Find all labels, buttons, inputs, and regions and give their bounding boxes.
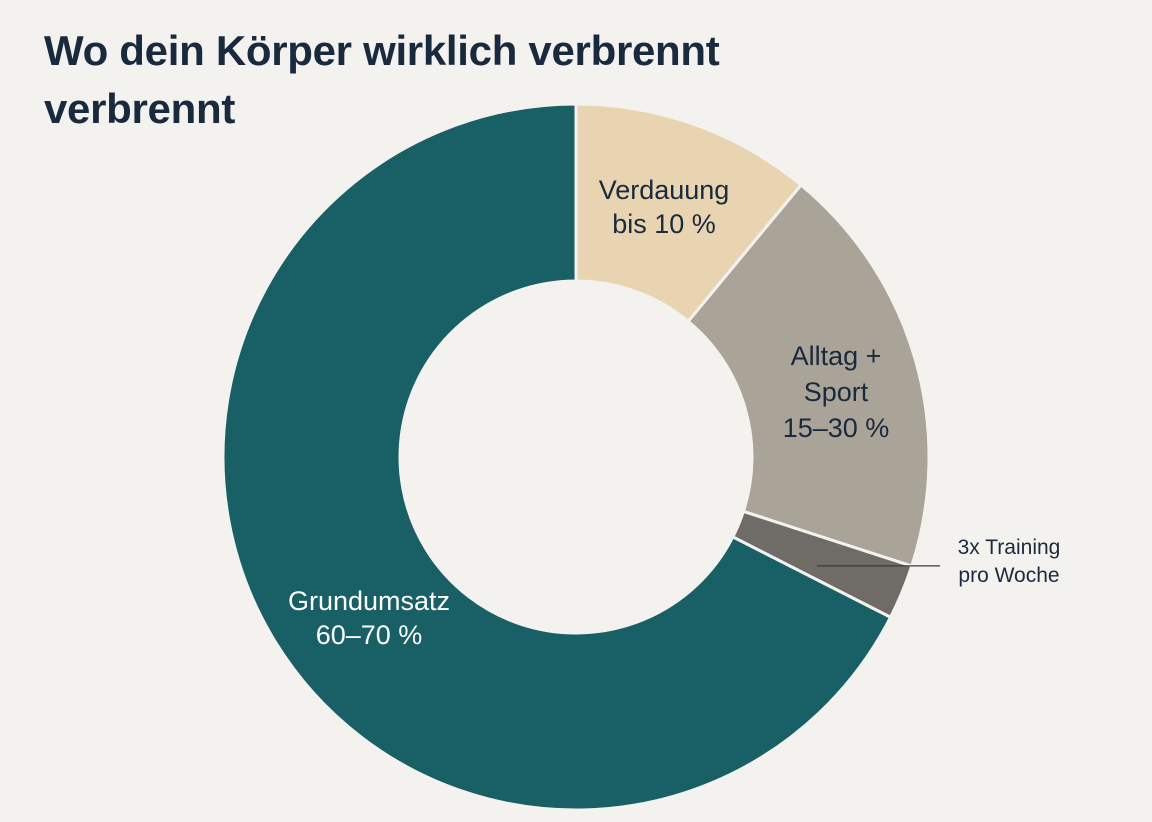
slice-labels: Verdauung bis 10 % Alltag + Sport 15–30 % 3x … bbox=[288, 175, 1060, 650]
slice-label-verdauung: Verdauung bis 10 % bbox=[599, 175, 730, 239]
slice-label-line: Verdauung bbox=[599, 175, 730, 205]
slice-label-line: bis 10 % bbox=[612, 209, 716, 239]
slice-label-line: 60–70 % bbox=[316, 620, 423, 650]
slice-label-line: Sport bbox=[804, 377, 869, 407]
slice-label-line: Alltag + bbox=[791, 341, 882, 371]
slice-label-grundumsatz: Grundumsatz 60–70 % bbox=[288, 586, 450, 650]
slice-label-line: 3x Training bbox=[958, 536, 1061, 559]
slice-label-alltag: Alltag + Sport 15–30 % bbox=[783, 341, 890, 443]
slice-grundumsatz bbox=[221, 102, 893, 812]
slice-label-line: pro Woche bbox=[958, 564, 1059, 587]
slice-label-line: 15–30 % bbox=[783, 413, 890, 443]
chart-title-line-1: Wo dein Körper wirklich verbrennt bbox=[44, 27, 720, 74]
slice-label-3x-training: 3x Training pro Woche bbox=[958, 536, 1061, 587]
chart-title-line-2: verbrennt bbox=[44, 85, 236, 132]
slice-alltag bbox=[686, 182, 931, 568]
chart-title: Wo dein Körper wirklich verbrennt verbre… bbox=[44, 22, 1044, 138]
slice-label-line: Grundumsatz bbox=[288, 586, 450, 616]
donut-slices bbox=[221, 102, 931, 812]
